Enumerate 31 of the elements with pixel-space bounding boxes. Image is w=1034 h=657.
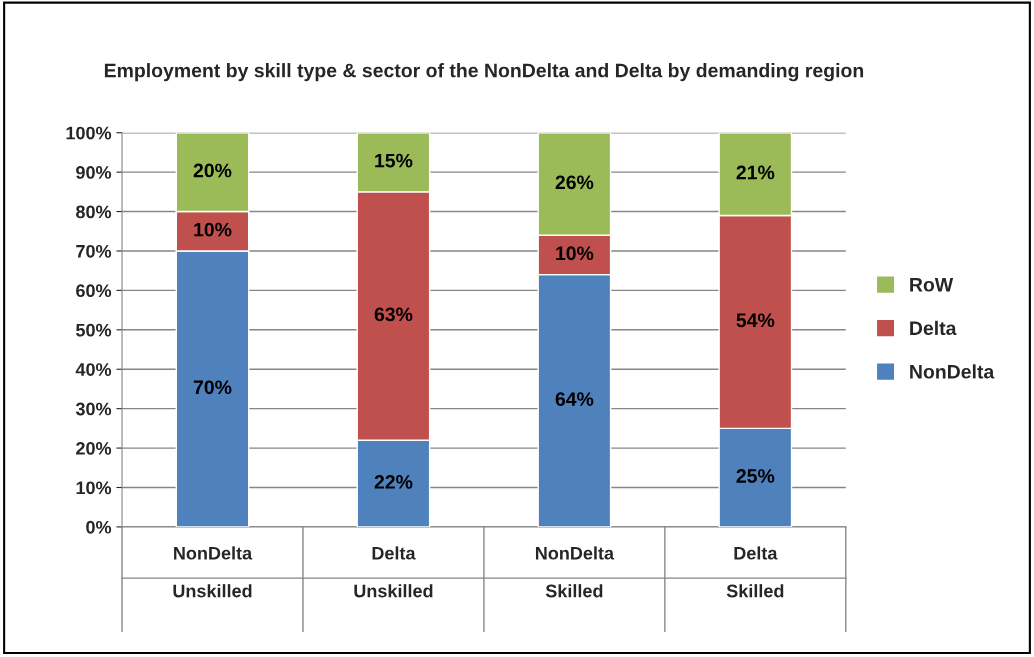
data-label: 70% xyxy=(193,380,232,395)
y-tick-label: 40% xyxy=(75,363,112,376)
data-label: 22% xyxy=(374,475,413,489)
y-tick-label: 20% xyxy=(76,442,112,455)
y-tick-label: 0% xyxy=(86,520,112,534)
data-label: 15% xyxy=(375,153,413,168)
y-tick-label: 60% xyxy=(76,284,112,298)
y-tick-label: 80% xyxy=(76,205,112,219)
chart-title: Employment by skill type & sector of the NonDelta and Delta by demanding region xyxy=(104,63,864,82)
data-label: 10% xyxy=(556,246,594,261)
category-label: NonDelta Skilled xyxy=(535,546,615,598)
data-label: 54% xyxy=(736,313,775,328)
legend-label: NonDelta xyxy=(910,364,995,379)
category-label: Delta Unskilled xyxy=(354,546,433,598)
legend-label: Delta xyxy=(910,320,957,336)
data-label: 63% xyxy=(374,307,413,322)
y-tick-label: 30% xyxy=(75,402,112,416)
y-tick-label: 50% xyxy=(76,323,112,337)
legend-label: RoW xyxy=(910,278,954,292)
category-label: NonDelta Unskilled xyxy=(173,546,253,598)
data-label: 20% xyxy=(193,163,232,178)
data-label: 21% xyxy=(736,165,775,180)
data-label: 10% xyxy=(194,222,232,237)
data-label: 64% xyxy=(555,392,594,406)
y-tick-label: 100% xyxy=(66,126,112,140)
data-label: 26% xyxy=(555,175,594,190)
y-tick-label: 70% xyxy=(76,244,112,258)
data-label: 25% xyxy=(736,469,775,483)
y-tick-label: 90% xyxy=(76,166,112,179)
y-tick-label: 10% xyxy=(76,481,112,495)
category-label: Delta Skilled xyxy=(726,546,784,598)
